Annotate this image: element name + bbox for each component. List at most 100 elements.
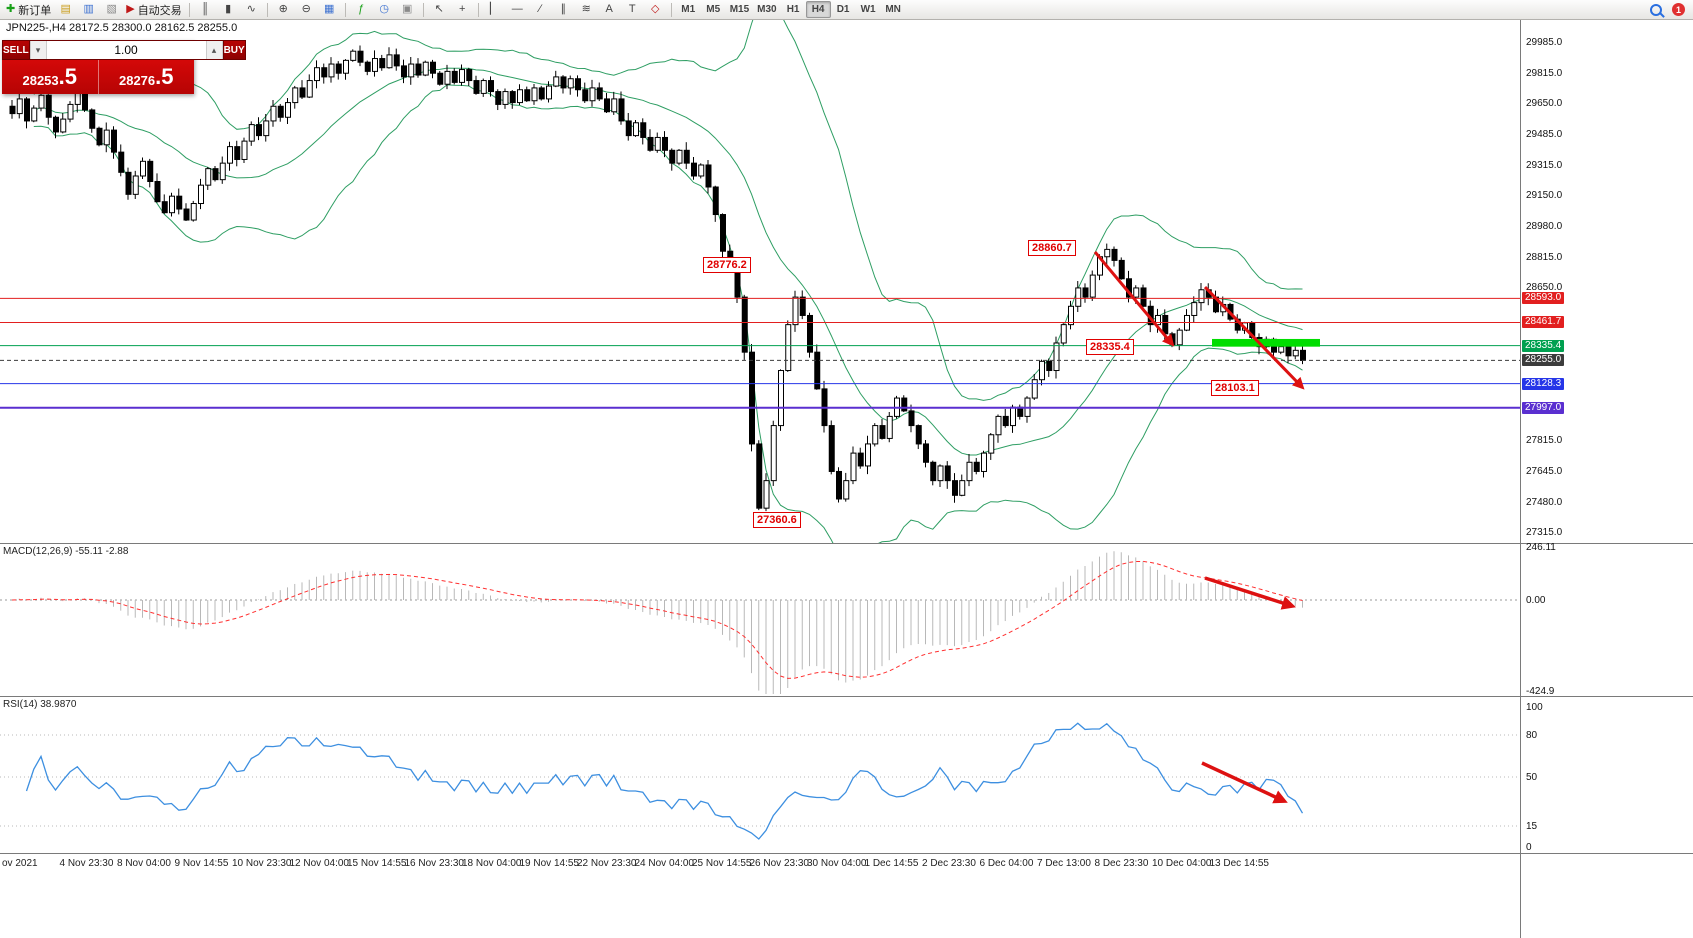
candle [792, 296, 799, 326]
macd-plot[interactable] [0, 544, 1520, 696]
autotrading-button[interactable]: ▶ 自动交易 [123, 0, 184, 19]
candle [807, 314, 813, 353]
candlestick-chart-icon: ▮ [225, 3, 232, 15]
candle [683, 149, 690, 164]
candle [908, 410, 915, 427]
buy-button[interactable]: BUY [222, 40, 246, 60]
trend-arrow[interactable] [1203, 285, 1305, 390]
timeframe-m15[interactable]: M15 [729, 4, 750, 15]
price-annotation[interactable]: 27360.6 [753, 512, 801, 529]
bar-chart-icon[interactable]: ║ [194, 0, 217, 19]
candlestick-chart-icon[interactable]: ▮ [217, 0, 240, 19]
timeframe-d1[interactable]: D1 [836, 4, 850, 15]
candle [1176, 329, 1183, 346]
timeframe-h1[interactable]: H1 [786, 4, 800, 15]
price-annotation[interactable]: 28776.2 [703, 256, 751, 273]
candle [966, 461, 973, 482]
macd-trend-arrow[interactable] [1204, 576, 1296, 610]
trendline-icon[interactable]: ∕ [529, 0, 552, 19]
vertical-line-icon[interactable]: ▏ [483, 0, 506, 19]
rsi-axis-tick: 15 [1526, 821, 1538, 832]
price-annotation[interactable]: 28860.7 [1028, 239, 1076, 256]
time-axis[interactable]: ov 2021 4 Nov 23:30 8 Nov 04:00 9 Nov 14:55… [0, 854, 1520, 938]
candle [1140, 287, 1147, 307]
zoom-out-icon[interactable]: ⊖ [295, 0, 318, 19]
timeframe-m1[interactable]: M1 [681, 4, 696, 15]
candle [1191, 302, 1198, 316]
text-label-icon: T [628, 3, 636, 15]
time-axis-label: 8 Dec 23:30 [1094, 858, 1149, 869]
cursor-icon[interactable]: ↖ [428, 0, 451, 19]
candle [473, 80, 480, 94]
print-preview-icon[interactable]: ▧ [100, 0, 123, 19]
timeframe-m30[interactable]: M30 [757, 4, 777, 15]
timeframe-mn[interactable]: MN [885, 4, 901, 15]
text-label-icon[interactable]: T [621, 0, 644, 19]
zoom-in-icon[interactable]: ⊕ [272, 0, 295, 19]
candle [161, 201, 168, 214]
print-icon[interactable]: ▥ [77, 0, 100, 19]
rsi-plot[interactable] [0, 697, 1520, 853]
horizontal-line-icon[interactable]: ― [506, 0, 529, 19]
tile-windows-icon[interactable]: ▦ [318, 0, 341, 19]
candle [227, 146, 233, 164]
price-axis-tick: 28980.0 [1526, 221, 1563, 233]
crosshair-icon[interactable]: + [451, 0, 474, 19]
candle [393, 54, 400, 67]
text-icon[interactable]: A [598, 0, 621, 19]
price-annotation[interactable]: 28103.1 [1211, 380, 1259, 397]
candle [763, 480, 770, 509]
timeframe-h4[interactable]: H4 [805, 1, 831, 18]
periodicity-icon[interactable]: ◷ [373, 0, 396, 19]
candle [277, 105, 284, 118]
candle [212, 168, 219, 181]
candles-layer [9, 45, 1306, 512]
price-annotation[interactable]: 28335.4 [1086, 338, 1134, 355]
rsi-axis-tick: 80 [1526, 730, 1538, 741]
new-order-button[interactable]: ✚ 新订单 [3, 0, 54, 19]
arrows-dropdown-icon[interactable]: ◇ [644, 0, 667, 19]
price-axis-tick: 29485.0 [1526, 128, 1563, 140]
templates-icon[interactable]: ▣ [396, 0, 419, 19]
candle [778, 370, 784, 427]
buy-price[interactable]: 28276 .5 [97, 60, 195, 94]
fibonacci-retracement-icon[interactable]: ≋ [575, 0, 598, 19]
periodicity-icon: ◷ [379, 3, 389, 15]
volume-increase-button[interactable]: ▴ [205, 41, 223, 59]
candle [995, 415, 1002, 436]
highlight-zone[interactable] [1212, 338, 1320, 347]
candle [589, 87, 596, 102]
macd-axis-tick: -424.9 [1526, 685, 1555, 697]
candle [299, 87, 306, 98]
candle [248, 124, 255, 142]
rsi-trend-arrow[interactable] [1201, 761, 1288, 804]
candle [952, 480, 958, 496]
line-chart-icon[interactable]: ∿ [240, 0, 263, 19]
indicators-icon[interactable]: ƒ [350, 0, 373, 19]
time-axis-label: 10 Nov 23:30 [232, 858, 292, 869]
buy-price-fraction: .5 [155, 64, 174, 89]
volume-input[interactable] [46, 41, 206, 59]
price-axis-tick: 29315.0 [1526, 159, 1563, 171]
buy-price-main: 28276 [118, 73, 156, 88]
rsi-label: RSI(14) 38.9870 [3, 699, 77, 710]
timeframe-w1[interactable]: W1 [860, 4, 876, 15]
sell-button[interactable]: SELL [2, 40, 30, 60]
trend-arrow[interactable] [1093, 251, 1175, 347]
notification-badge[interactable]: 1 [1672, 3, 1685, 16]
price-axis-tick: 28815.0 [1526, 251, 1563, 263]
candle [857, 452, 864, 467]
timeframe-m5[interactable]: M5 [706, 4, 721, 15]
candle [437, 72, 444, 85]
candle [1278, 346, 1285, 353]
sell-price[interactable]: 28253 .5 [2, 60, 98, 94]
search-button[interactable] [1644, 0, 1667, 19]
equidistant-channel-icon[interactable]: ∥ [552, 0, 575, 19]
volume-decrease-button[interactable]: ▾ [29, 41, 47, 59]
time-axis-label: 18 Nov 04:00 [462, 858, 522, 869]
candle [89, 109, 96, 129]
market-depth-icon[interactable]: ▤ [54, 0, 77, 19]
tile-windows-icon: ▦ [323, 3, 335, 15]
main-chart-plot[interactable]: 28776.2 27360.6 28860.7 28335.4 28103.1 [0, 20, 1520, 543]
